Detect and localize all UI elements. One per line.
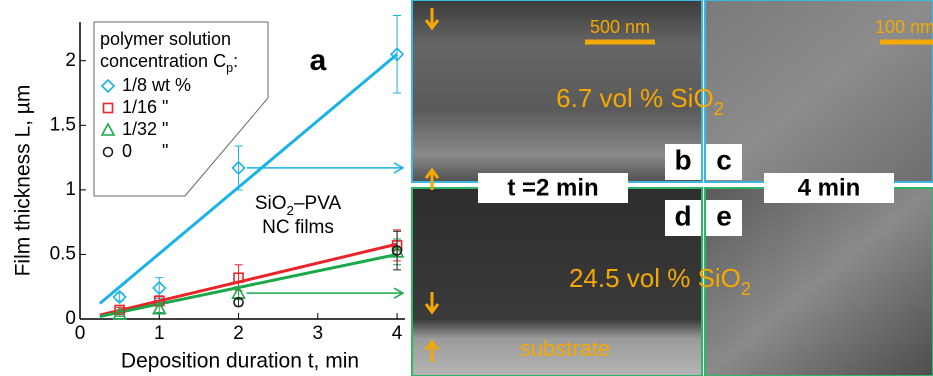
x-tick-label: 0 — [75, 323, 86, 344]
x-tick-label: 3 — [313, 323, 324, 344]
figure: 00.511.5201234Film thickness L, µmDeposi… — [0, 0, 933, 376]
y-axis-label: Film thickness L, µm — [12, 85, 35, 277]
substrate-label: substrate — [520, 336, 611, 361]
x-tick-label: 4 — [392, 323, 403, 344]
legend-label: 1/32 " — [122, 119, 168, 139]
text-part: concentration C — [100, 51, 226, 71]
panel-letter: c — [716, 144, 732, 175]
time-label: t =2 min — [507, 174, 598, 201]
error-bar — [155, 278, 163, 299]
annotation: NC films — [262, 217, 334, 238]
text-part: p — [226, 61, 233, 75]
text-part: 6.7 vol % SiO — [556, 83, 714, 113]
panel-letter: a — [310, 44, 327, 77]
panel-letter: e — [716, 200, 732, 231]
y-tick-label: 1.5 — [50, 114, 76, 135]
panel-letter: b — [674, 144, 691, 175]
panel-letter: d — [674, 200, 691, 231]
y-tick-label: 2 — [65, 50, 76, 71]
x-tick-label: 2 — [233, 323, 244, 344]
legend-label: 0 " — [122, 141, 168, 161]
y-tick-label: 0.5 — [50, 243, 76, 264]
scale-label: 500 nm — [590, 17, 650, 37]
text-part: NC films — [262, 217, 334, 238]
pointer-arrow — [247, 288, 403, 298]
annotation: SiO2–PVA — [255, 193, 342, 218]
text-part: : — [233, 51, 238, 71]
y-tick-label: 1 — [65, 179, 76, 200]
x-tick-label: 1 — [154, 323, 165, 344]
legend-label: 1/8 wt % — [122, 75, 191, 95]
text-part: SiO — [255, 193, 287, 214]
legend-label: 1/16 " — [122, 97, 168, 117]
text-part: 2 — [741, 279, 751, 299]
micrographs: 500 nm 100 nm 6.7 vol % SiO2 24.5 vol % … — [412, 0, 933, 376]
text-part: 24.5 vol % SiO — [569, 263, 741, 293]
error-bar — [393, 16, 401, 93]
fit-line — [100, 244, 397, 315]
time-label: 4 min — [798, 174, 861, 201]
legend-title: polymer solution — [100, 29, 231, 49]
x-axis-label: Deposition duration t, min — [121, 350, 359, 373]
fit-line — [100, 254, 397, 316]
text-part: 2 — [714, 99, 724, 119]
pointer-arrow — [247, 163, 403, 173]
text-part: 2 — [287, 203, 294, 218]
scale-label: 100 nm — [875, 17, 933, 37]
text-part: –PVA — [294, 193, 342, 214]
